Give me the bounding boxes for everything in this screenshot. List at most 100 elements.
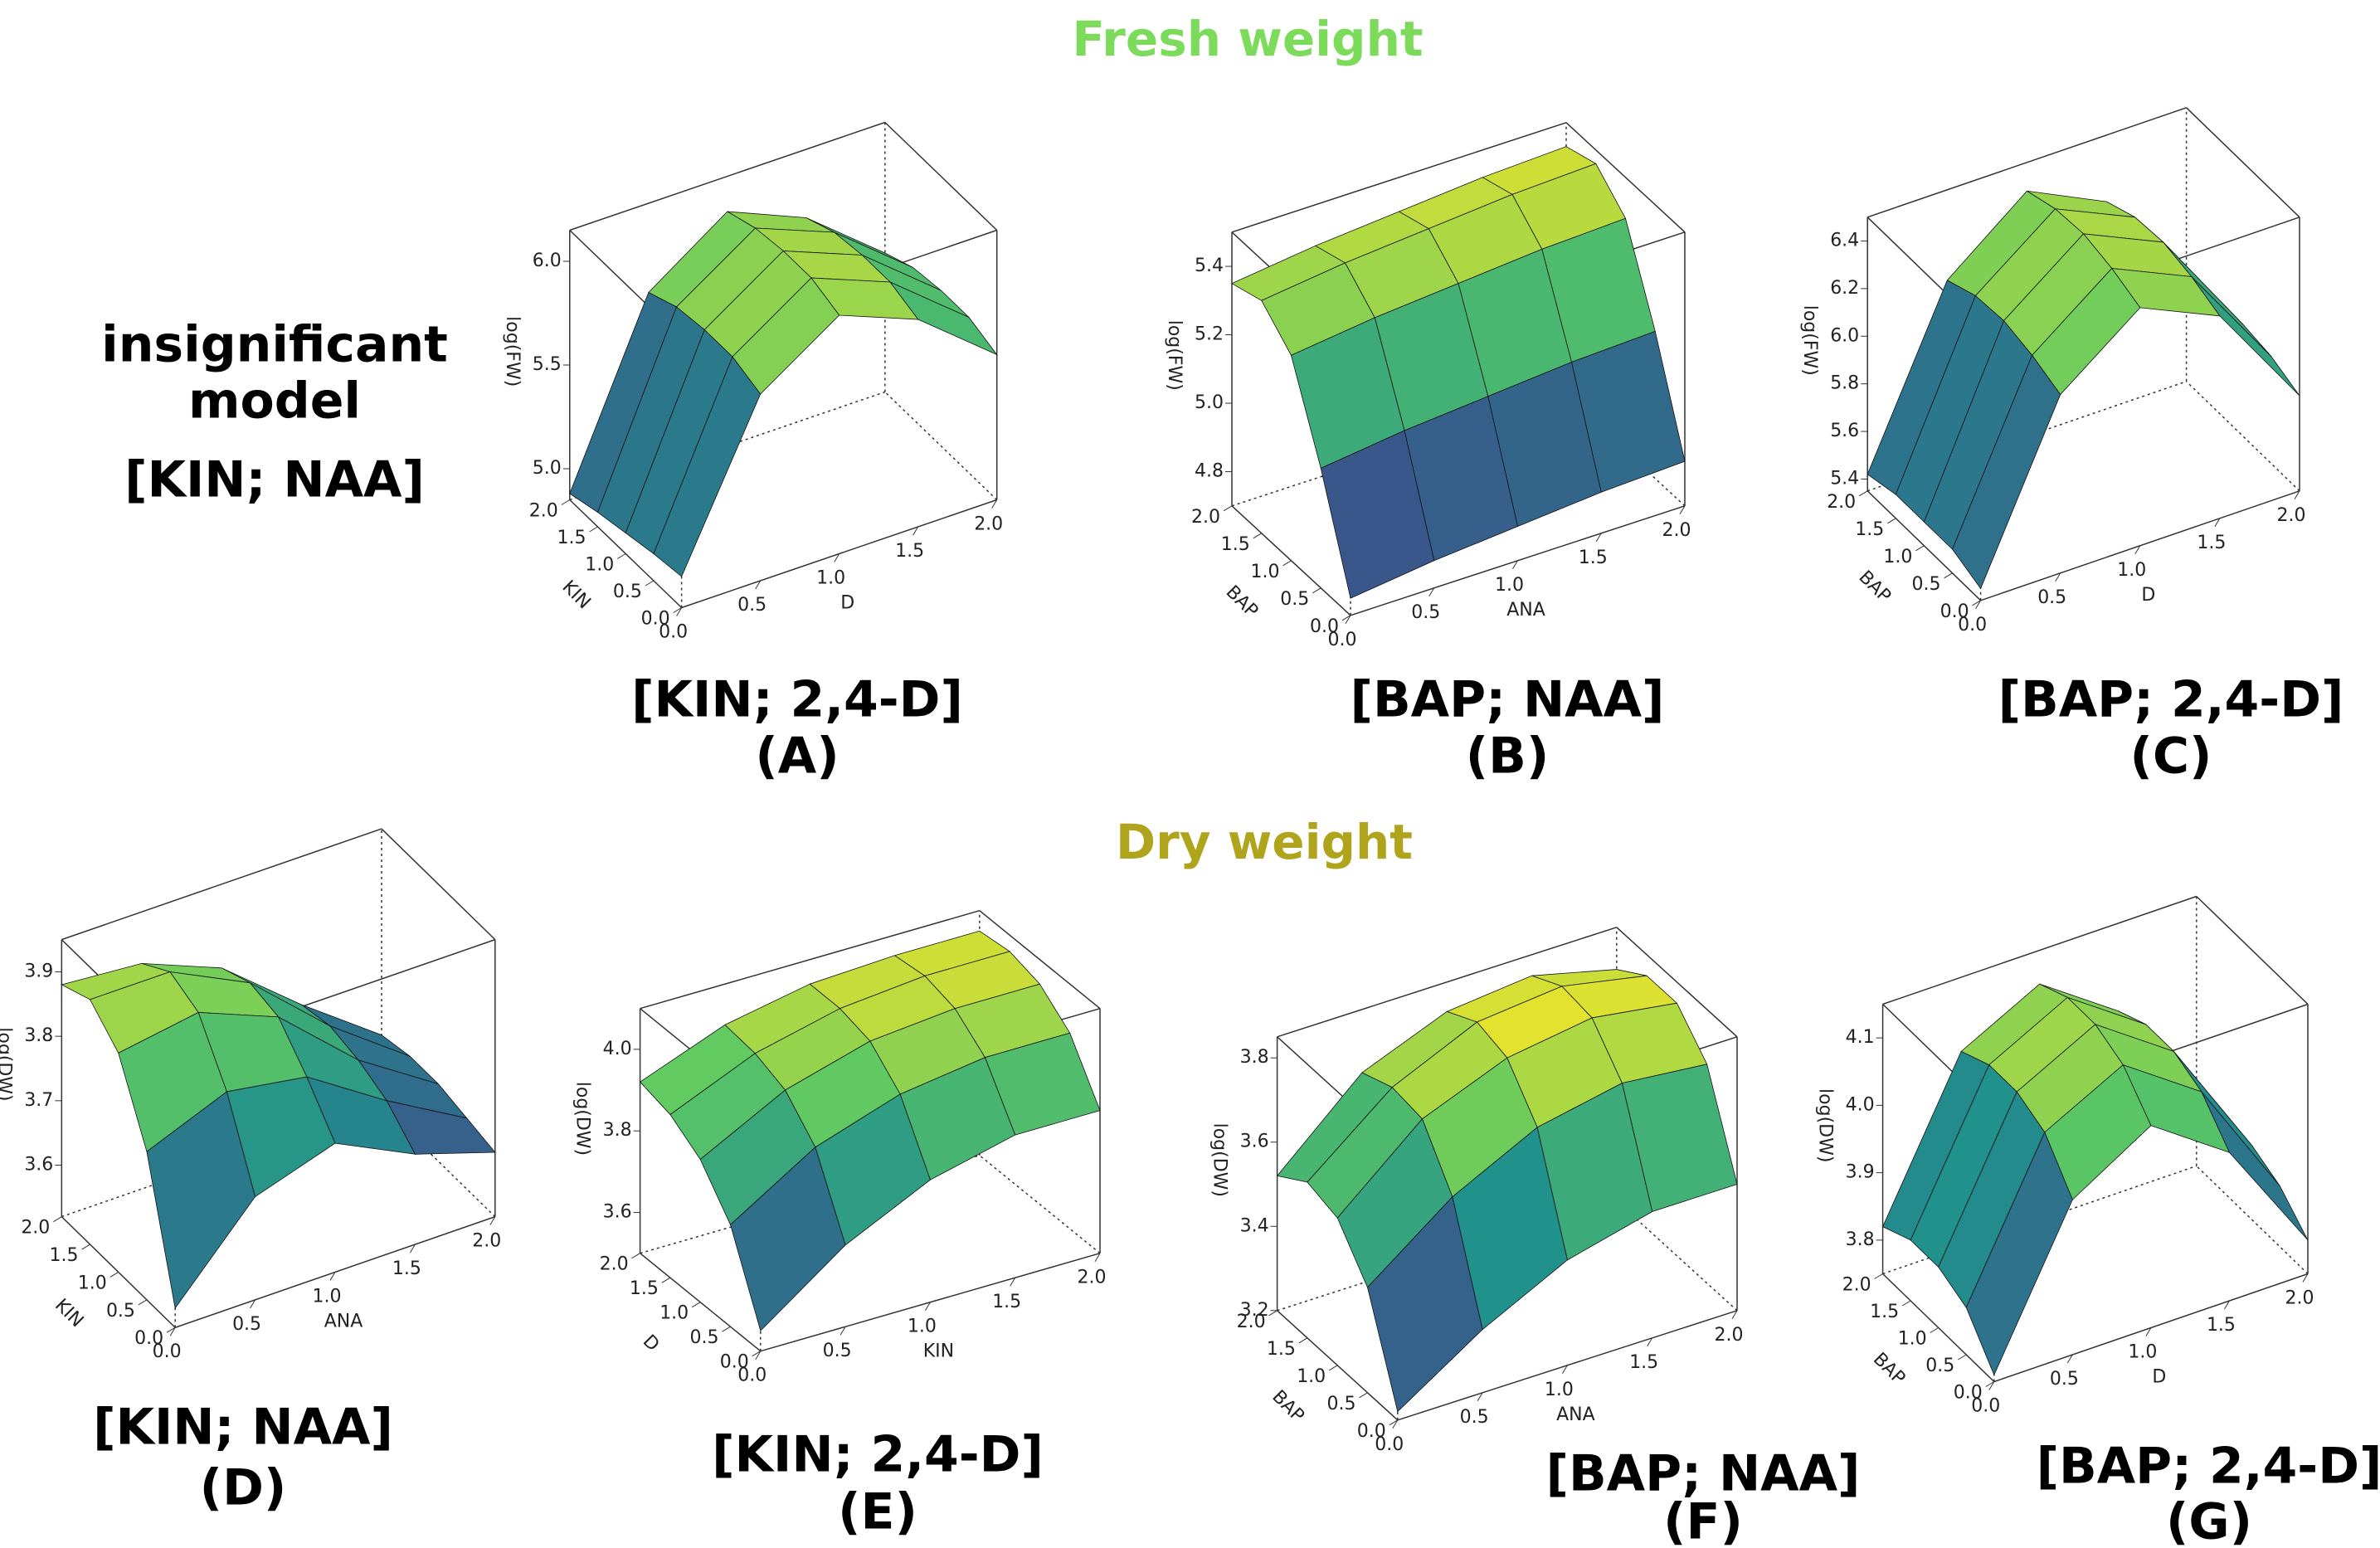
z-axis-label: log(DW) [1815, 1088, 1836, 1162]
y-tick-label: 1.5 [50, 1245, 79, 1266]
y-axis-label: KIN [558, 577, 595, 613]
x-tick-label: 0.5 [737, 595, 767, 616]
z-tick-label: 3.9 [24, 961, 53, 981]
y-tick [110, 1272, 119, 1277]
x-axis-label: D [840, 593, 854, 614]
y-axis-label: BAP [1855, 567, 1895, 606]
y-tick [1875, 1274, 1883, 1279]
page: Fresh weight Dry weight insignificant mo… [0, 0, 2380, 1548]
z-tick-label: 5.0 [1195, 392, 1224, 413]
z-tick-label: 6.2 [1830, 278, 1859, 299]
x-axis-label: ANA [1506, 600, 1545, 621]
y-tick-label: 2.0 [600, 1254, 629, 1275]
x-tick-label: 1.5 [895, 541, 924, 562]
y-tick [589, 527, 597, 532]
z-tick-label: 5.5 [533, 354, 562, 375]
x-tick-label: 0.5 [2037, 587, 2066, 608]
panel-label: (E) [838, 1483, 917, 1541]
x-tick-label: 0.5 [823, 1341, 852, 1361]
x-tick-label: 2.0 [974, 514, 1003, 535]
y-tick [139, 1300, 147, 1305]
z-tick-label: 3.2 [1240, 1300, 1269, 1321]
y-tick-label: 1.5 [630, 1278, 659, 1299]
y-tick [1958, 1355, 1966, 1360]
z-axis-label: log(DW) [1209, 1123, 1230, 1197]
note-line: insignificant [101, 316, 448, 374]
box-edge [382, 829, 495, 940]
x-tick-label: 1.5 [992, 1292, 1021, 1312]
z-axis-label: log(DW) [0, 1027, 14, 1101]
y-tick [692, 1302, 700, 1307]
y-tick-label: 0.5 [1925, 1356, 1954, 1376]
y-tick-label: 0.0 [720, 1352, 749, 1373]
z-tick-label: 3.8 [24, 1025, 53, 1046]
y-tick-label: 1.0 [1297, 1366, 1326, 1387]
x-tick-label: 0.5 [2050, 1369, 2079, 1390]
y-tick [562, 500, 570, 505]
panel-caption: [KIN; 2,4-D] [631, 671, 963, 729]
x-tick-label: 1.0 [1545, 1380, 1574, 1400]
y-tick [1329, 1365, 1337, 1370]
note-line: model [188, 372, 361, 431]
y-tick [1930, 1328, 1939, 1333]
panel-label: (G) [2166, 1493, 2252, 1548]
z-tick-label: 4.8 [1195, 461, 1224, 482]
y-tick [82, 1244, 90, 1249]
y-tick-label: 1.0 [1251, 562, 1280, 582]
x-axis-label: D [2152, 1367, 2166, 1388]
y-tick-label: 0.0 [1940, 601, 1969, 622]
x-tick-label: 1.5 [1629, 1352, 1658, 1373]
z-tick-label: 5.6 [1830, 421, 1859, 441]
panel-caption: [KIN; 2,4-D] [712, 1426, 1044, 1484]
y-tick-label: 0.0 [1357, 1421, 1386, 1442]
x-tick-label: 0.5 [1460, 1407, 1489, 1428]
panel-caption: [BAP; 2,4-D] [2037, 1438, 2380, 1496]
fresh-heading: Fresh weight [1072, 11, 1423, 67]
z-tick-label: 4.0 [1846, 1094, 1875, 1115]
y-axis-label: BAP [1869, 1349, 1909, 1389]
y-tick-label: 2.0 [21, 1218, 50, 1239]
x-tick-label: 1.0 [816, 568, 845, 589]
y-tick-label: 1.0 [1883, 547, 1912, 567]
box-edge [2187, 108, 2300, 217]
y-tick-label: 1.5 [1221, 534, 1250, 555]
x-tick-label: 2.0 [2277, 505, 2306, 526]
z-tick-label: 3.6 [1240, 1132, 1269, 1152]
z-tick-label: 3.7 [24, 1090, 53, 1111]
y-tick [1299, 1338, 1307, 1343]
y-tick [1915, 546, 1924, 551]
dry-heading: Dry weight [1116, 814, 1413, 870]
x-tick-label: 1.5 [1579, 548, 1608, 568]
panel-caption: [KIN; NAA] [93, 1399, 393, 1457]
z-tick-label: 5.4 [1830, 468, 1859, 489]
y-tick-label: 0.0 [1310, 616, 1339, 637]
panel-label: (D) [200, 1459, 287, 1517]
z-tick-label: 3.8 [1240, 1047, 1269, 1068]
y-tick [1283, 561, 1292, 566]
x-tick-label: 2.0 [2285, 1288, 2314, 1309]
y-tick [632, 1253, 640, 1258]
z-tick-label: 3.8 [1846, 1229, 1875, 1250]
y-tick-label: 0.5 [1327, 1394, 1356, 1414]
y-tick-label: 1.5 [1267, 1339, 1296, 1360]
z-tick-label: 3.4 [1240, 1215, 1269, 1236]
y-tick [1224, 506, 1232, 511]
z-axis-label: log(FW) [1164, 320, 1185, 391]
y-tick-label: 2.0 [1191, 507, 1220, 528]
y-tick-label: 2.0 [1842, 1275, 1871, 1296]
y-tick-label: 2.0 [529, 501, 558, 522]
z-tick-label: 3.6 [24, 1155, 53, 1176]
x-tick-label: 0.5 [1411, 602, 1440, 623]
x-tick-label: 2.0 [1662, 520, 1691, 541]
z-tick-label: 5.4 [1195, 256, 1224, 276]
x-tick-label: 1.0 [908, 1317, 937, 1337]
y-tick-label: 1.0 [78, 1273, 107, 1293]
y-tick-label: 0.5 [690, 1327, 719, 1348]
x-tick-label: 1.5 [392, 1258, 421, 1279]
y-tick-label: 0.5 [106, 1301, 135, 1322]
x-axis-label: KIN [923, 1341, 954, 1362]
x-tick-label: 1.5 [2207, 1315, 2236, 1336]
surface-cell [2202, 1092, 2308, 1240]
panel-label: (A) [755, 728, 839, 786]
z-axis-label: log(FW) [1799, 305, 1820, 376]
